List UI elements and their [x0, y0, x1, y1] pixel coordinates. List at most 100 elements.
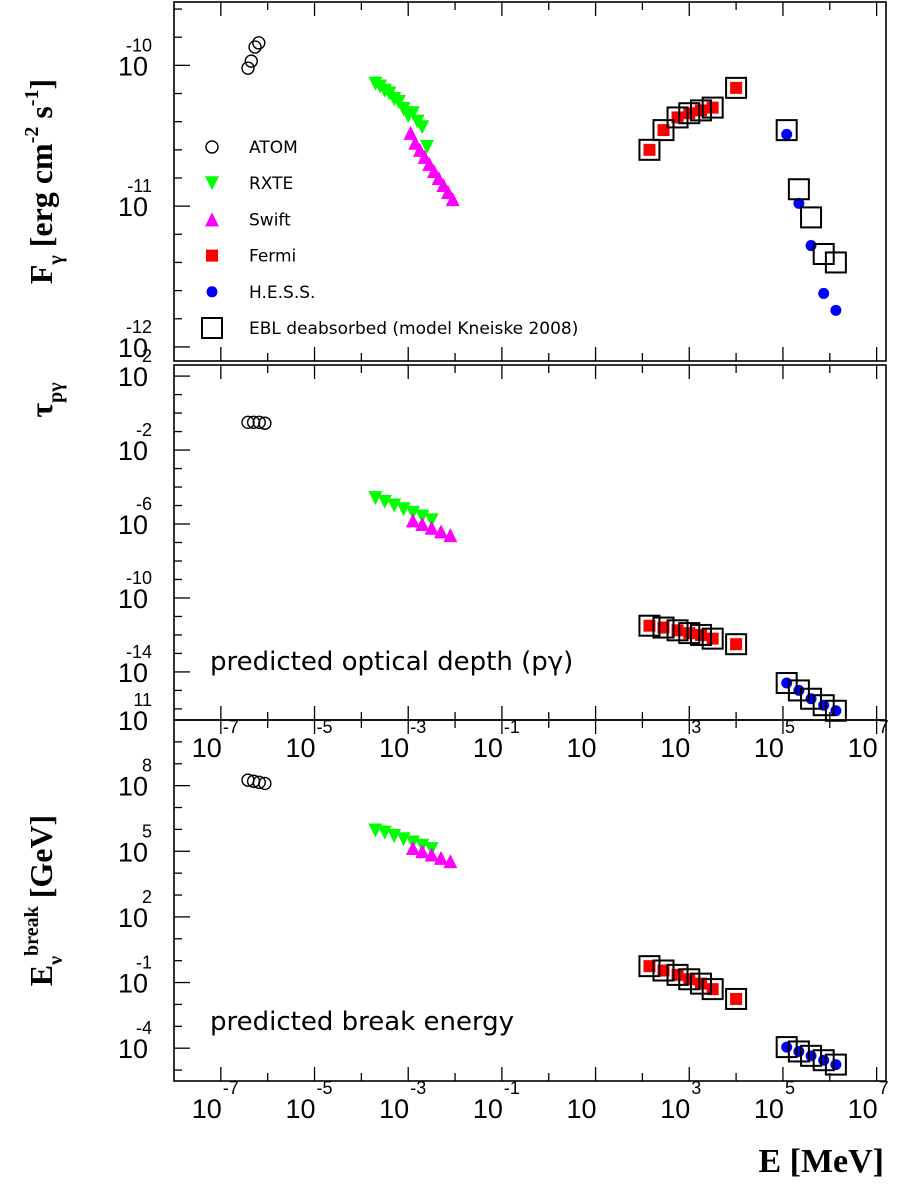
y-tick-exp: -11 — [127, 176, 152, 196]
data-point — [694, 104, 707, 117]
x-tick-base: 10 — [567, 733, 597, 763]
data-point — [657, 964, 670, 977]
data-point — [252, 775, 266, 790]
x-tick-base: 10 — [848, 1094, 878, 1124]
x-axis-title: E [MeV] — [758, 1143, 884, 1180]
y-tick-label: 10-2 — [118, 420, 152, 466]
data-point — [638, 955, 661, 978]
y-tick-base: 10 — [118, 510, 148, 540]
x-tick-exp: 5 — [785, 1078, 795, 1098]
data-point — [424, 847, 439, 862]
data-point — [643, 619, 656, 632]
data-point — [781, 128, 793, 140]
panel-flux: 10-1010-1110-12ATOMRXTESwiftFermiH.E.S.S… — [21, 1, 887, 363]
annotation-label: predicted optical depth (pγ) — [210, 647, 573, 677]
x-tick-base: 10 — [285, 733, 315, 763]
data-point — [671, 111, 684, 124]
x-tick-base: 10 — [660, 733, 690, 763]
data-point — [638, 614, 661, 637]
data-point — [377, 494, 392, 509]
legend-marker — [205, 140, 219, 154]
data-point — [387, 498, 402, 513]
series-triangle-up — [405, 513, 458, 543]
x-tick-exp: 3 — [691, 1078, 701, 1098]
data-point — [657, 124, 670, 137]
data-point — [424, 513, 439, 528]
x-tick-label: 10-3 — [379, 717, 426, 763]
data-point — [694, 628, 707, 641]
data-point — [683, 973, 696, 986]
data-point — [657, 621, 670, 634]
y-tick-label: 10-1 — [118, 953, 152, 999]
legend-entry-label: RXTE — [249, 174, 293, 194]
legend-marker — [205, 212, 219, 227]
x-tick-label: 10-5 — [285, 1078, 332, 1124]
data-point — [391, 94, 406, 109]
y-tick-base: 10 — [118, 903, 148, 933]
legend-marker — [206, 249, 218, 262]
data-point — [678, 968, 701, 991]
x-tick-exp: -7 — [223, 717, 239, 737]
data-point — [241, 61, 255, 75]
y-tick-exp: 5 — [142, 821, 152, 841]
data-point — [434, 850, 448, 865]
x-tick-base: 10 — [379, 733, 409, 763]
data-point — [730, 992, 743, 1005]
x-tick-label: 107 — [848, 717, 889, 763]
y-tick-base: 10 — [118, 1034, 148, 1064]
data-point — [805, 240, 817, 252]
data-point — [405, 505, 420, 520]
legend-entry-label: H.E.S.S. — [249, 283, 315, 303]
data-point — [443, 854, 458, 869]
y-axis-title: Eνbreak [GeV] — [21, 815, 67, 986]
ylabel-rest: [GeV] — [23, 815, 59, 907]
ylabel-sup: -2 — [21, 127, 43, 144]
y-tick-label: 10-11 — [118, 176, 152, 222]
data-point — [725, 633, 748, 656]
legend-entry-label: EBL deabsorbed (model Kneiske 2008) — [249, 319, 578, 339]
y-tick-label: 10-12 — [118, 317, 152, 363]
x-tick-exp: -1 — [504, 717, 520, 737]
data-point — [652, 616, 675, 639]
tick-marks — [174, 365, 878, 720]
x-tick-exp: -1 — [504, 1078, 520, 1098]
data-point — [689, 623, 712, 646]
data-point — [666, 963, 689, 986]
x-tick-label: 10 — [567, 1094, 597, 1124]
y-tick-base: 10 — [118, 436, 148, 466]
legend: ATOM RXTE Swift Fermi H.E.S.S. EBL deabsorbed… — [201, 138, 578, 339]
data-point — [775, 119, 798, 142]
data-point — [725, 987, 748, 1010]
data-point — [730, 638, 743, 651]
data-point — [415, 844, 430, 859]
data-point — [812, 1049, 835, 1072]
y-tick-base: 10 — [118, 706, 148, 736]
data-point — [652, 119, 675, 142]
data-point — [445, 192, 460, 207]
data-point — [424, 520, 439, 535]
data-point — [258, 416, 272, 430]
series-open-circle — [241, 773, 272, 791]
data-point — [638, 138, 661, 161]
y-tick-exp: -6 — [136, 494, 152, 514]
y-tick-base: 10 — [118, 333, 148, 363]
x-tick-label: 10-7 — [192, 1078, 239, 1124]
data-point — [415, 120, 430, 135]
series-triangle-up — [403, 125, 460, 207]
ylabel-sub: pγ — [45, 382, 67, 403]
data-point — [396, 502, 411, 517]
data-point — [443, 528, 458, 543]
data-point — [701, 96, 724, 119]
data-point — [793, 197, 805, 209]
data-point — [830, 304, 842, 316]
data-point — [805, 1050, 817, 1062]
legend-marker — [205, 176, 219, 191]
x-tick-label: 10-5 — [285, 717, 332, 763]
data-point — [678, 622, 701, 645]
data-point — [415, 517, 430, 532]
x-tick-exp: 5 — [785, 717, 795, 737]
ylabel-end: ] — [23, 79, 59, 90]
series-triangle-down — [368, 823, 439, 857]
